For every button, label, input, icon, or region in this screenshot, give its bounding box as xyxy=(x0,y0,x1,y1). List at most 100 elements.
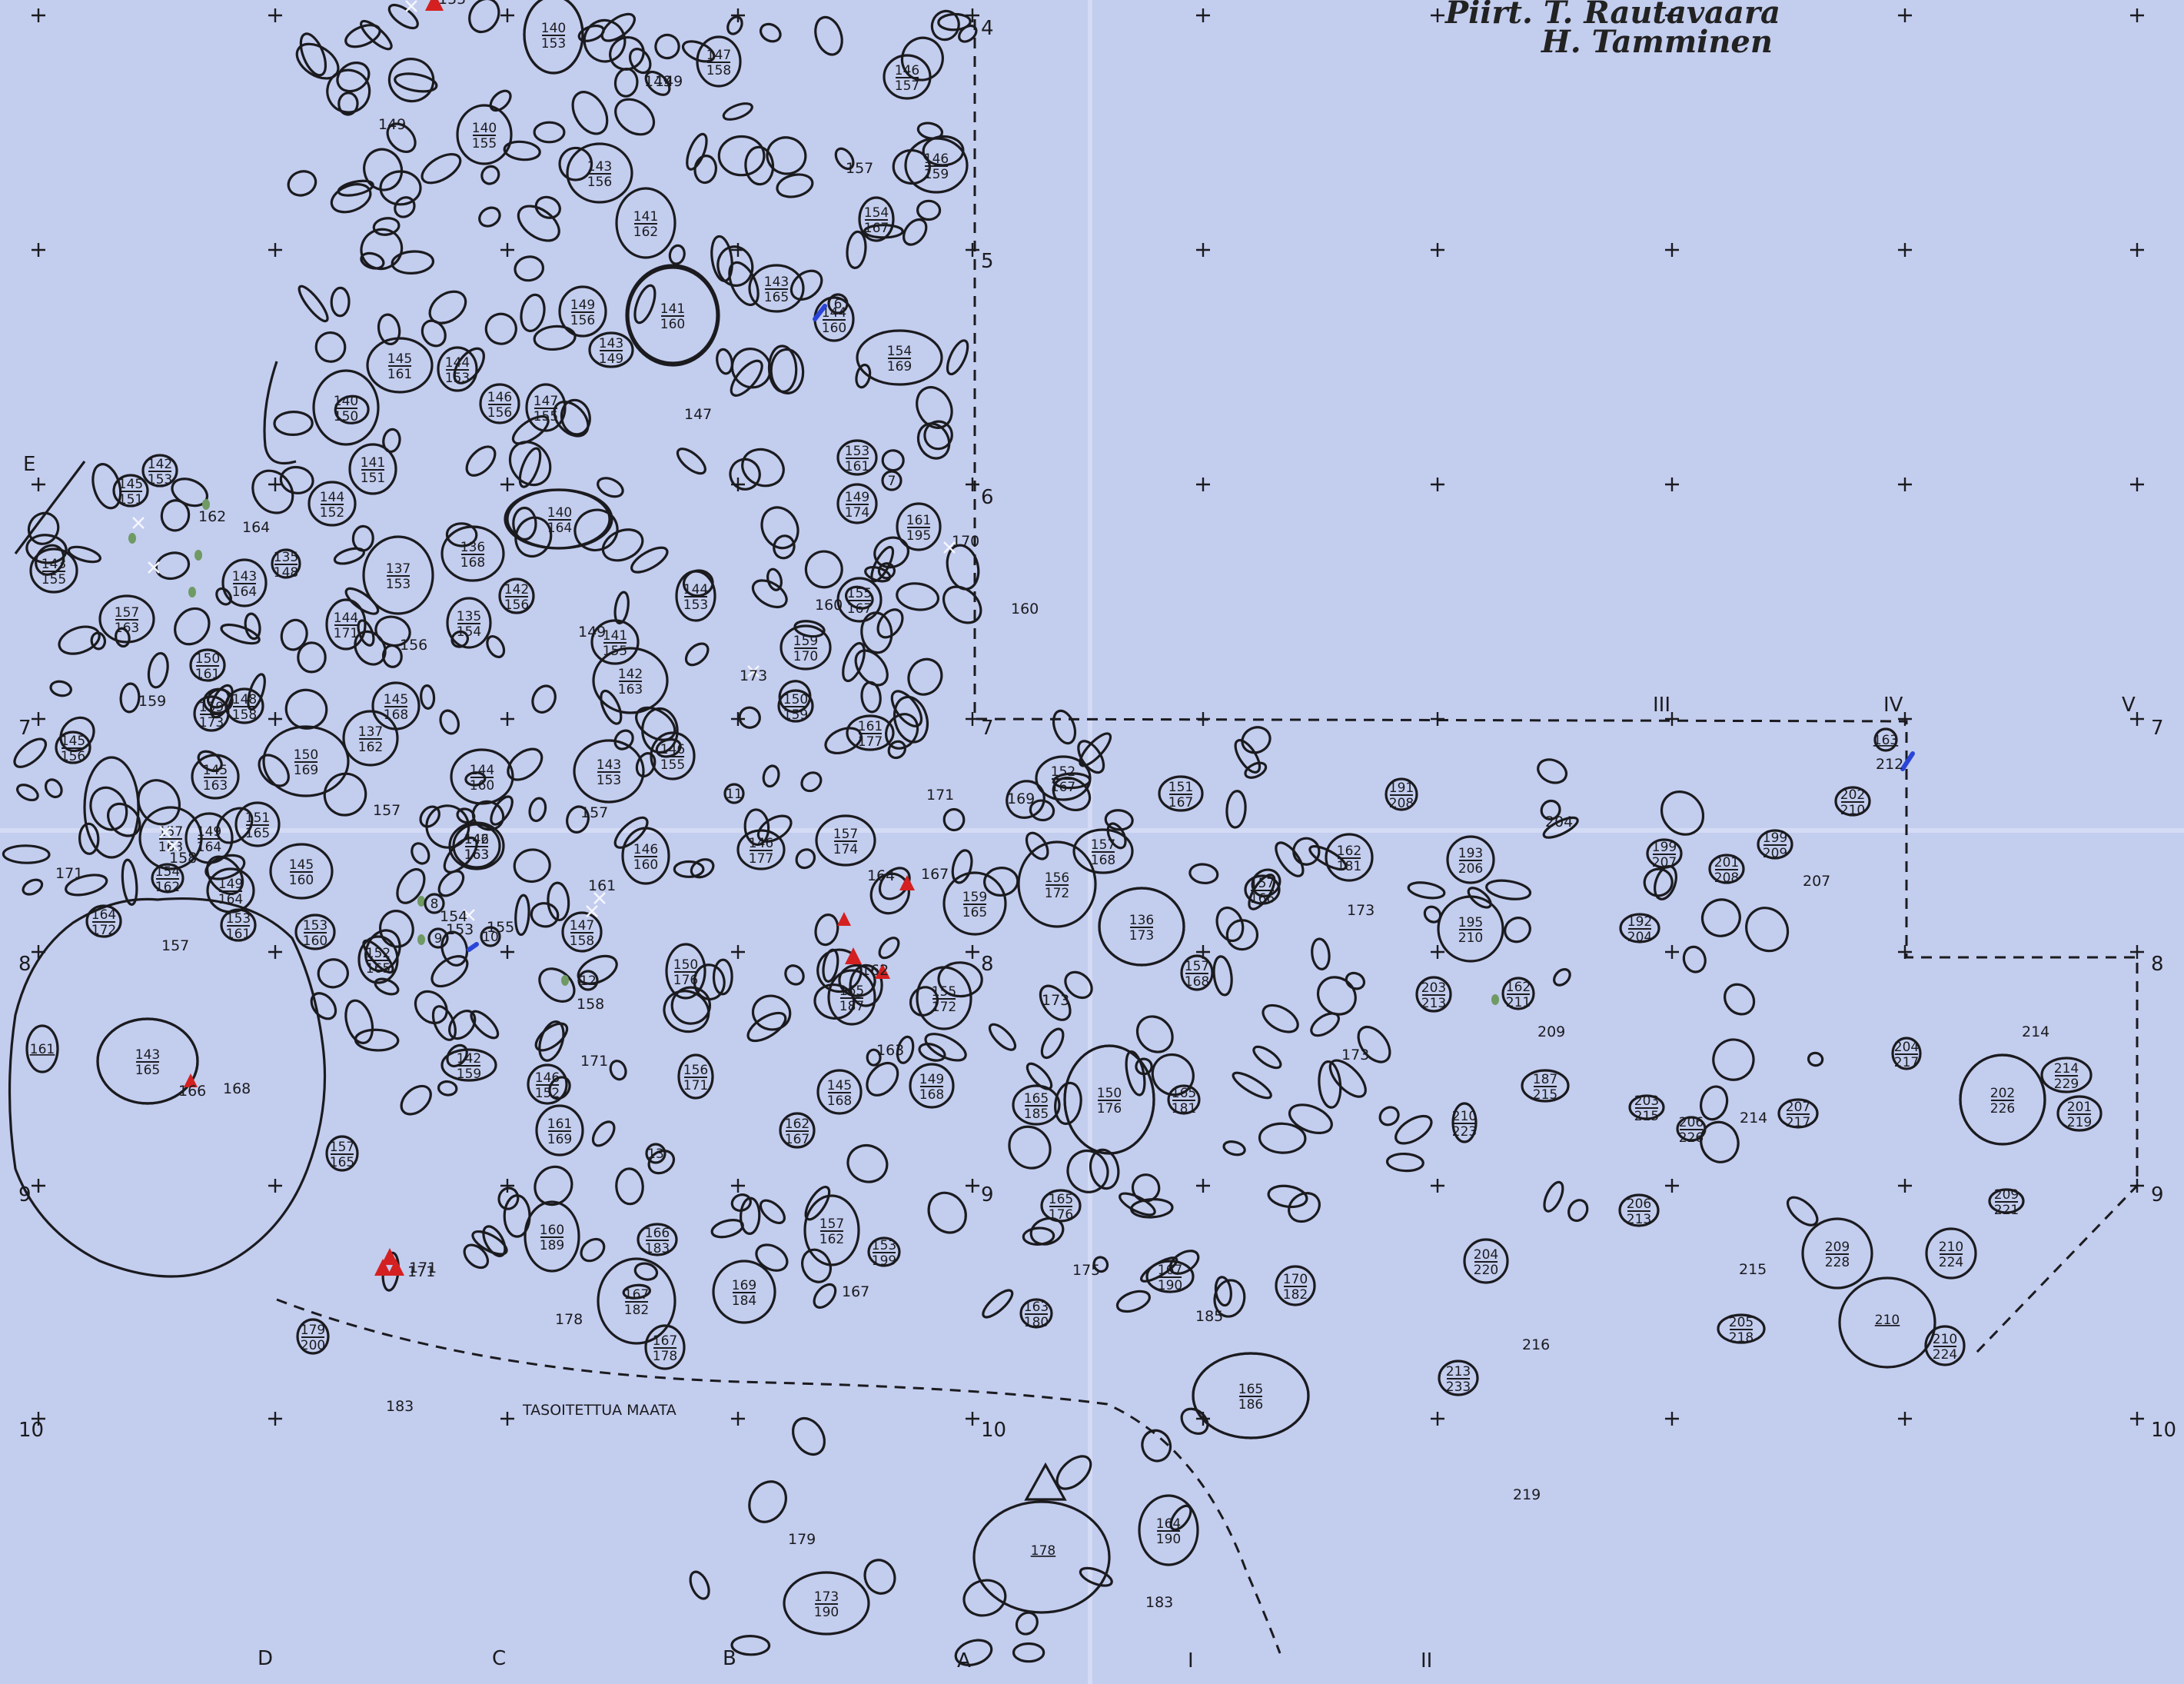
stone-outline xyxy=(262,725,350,797)
small-stone xyxy=(583,18,627,63)
stone-outline xyxy=(779,1112,816,1149)
stone-outline xyxy=(1012,1084,1061,1126)
stone-outline xyxy=(815,814,876,867)
stone-bottom-elevation: 165 xyxy=(135,1063,160,1078)
small-stone xyxy=(547,881,570,922)
stone-bottom-elevation: 210 xyxy=(1458,930,1483,946)
stone-outline xyxy=(221,558,268,607)
stone-top-elevation: 209 xyxy=(1994,1187,2019,1203)
small-stone xyxy=(838,963,876,997)
stone-bottom-elevation: 148 xyxy=(274,565,298,581)
small-stone xyxy=(748,1480,787,1523)
small-stone xyxy=(1308,845,1348,871)
grid-row-label: 8 xyxy=(981,953,994,976)
small-stone xyxy=(497,1186,520,1210)
small-stone xyxy=(314,331,347,363)
small-stone xyxy=(44,778,63,799)
small-stone xyxy=(855,363,872,389)
green-marker xyxy=(128,533,136,544)
green-marker xyxy=(1491,994,1499,1005)
stone-top-elevation: 147 xyxy=(570,918,594,934)
stone-outline xyxy=(942,871,1007,936)
small-stone xyxy=(801,1248,832,1283)
small-stone xyxy=(834,147,855,171)
small-stone xyxy=(1275,841,1305,877)
stone-top-elevation: 166 xyxy=(645,1226,670,1241)
small-stone xyxy=(690,858,715,879)
small-stone xyxy=(1168,1250,1200,1275)
small-stone xyxy=(471,800,505,831)
small-stone xyxy=(280,618,308,651)
small-stone xyxy=(866,1048,882,1067)
stone-top-elevation: 157 xyxy=(330,1140,354,1155)
small-stone xyxy=(962,1579,1007,1617)
small-stone xyxy=(1225,790,1247,829)
stone-bottom-elevation: 158 xyxy=(706,63,731,78)
stone-outline xyxy=(627,266,719,364)
stone-bottom-elevation: 153 xyxy=(597,773,621,788)
stone-bottom-elevation: 168 xyxy=(1185,974,1209,990)
stone-top-elevation: 213 xyxy=(1446,1364,1471,1379)
small-stone xyxy=(580,1237,606,1263)
small-stone xyxy=(468,0,500,34)
stone-outline xyxy=(1192,1352,1310,1439)
find-cross-marker xyxy=(943,541,956,554)
spot-elevation: 171 xyxy=(407,1263,435,1280)
stone-bottom-elevation: 153 xyxy=(386,577,411,592)
small-stone xyxy=(778,680,812,714)
red-triangle-marker xyxy=(381,1248,398,1265)
small-stone xyxy=(49,680,72,697)
grid-row-label: 8 xyxy=(18,953,32,976)
spot-elevation: 157 xyxy=(373,802,401,819)
small-stone xyxy=(730,1193,752,1212)
spot-elevation: 155 xyxy=(438,0,466,8)
small-stone xyxy=(893,695,929,744)
grid-row-label: 5 xyxy=(981,250,994,273)
stone-top-elevation: 146 xyxy=(487,390,512,405)
grid-row-label: 9 xyxy=(18,1183,32,1206)
stone-bottom-elevation: 224 xyxy=(1933,1347,1957,1363)
find-marker: 9 xyxy=(427,927,449,949)
stone-outline xyxy=(896,502,942,551)
spot-elevation: 160 xyxy=(1011,601,1039,617)
small-stone xyxy=(364,929,401,973)
stone-top-elevation: 195 xyxy=(1458,915,1483,930)
find-cross-marker xyxy=(167,840,179,852)
stone-bottom-elevation: 162 xyxy=(155,880,180,895)
small-stone xyxy=(744,145,775,186)
stone-outline xyxy=(1834,786,1871,817)
find-marker-circle xyxy=(827,293,849,315)
stone-top-elevation: 150 xyxy=(783,692,808,707)
small-stone xyxy=(609,36,645,71)
small-stone xyxy=(396,867,426,904)
stone-bottom-elevation: 190 xyxy=(1156,1532,1181,1547)
small-stone xyxy=(258,754,290,787)
stone-top-elevation: 145 xyxy=(387,351,412,367)
stone-outline xyxy=(296,1318,330,1355)
stone-outline xyxy=(112,474,149,508)
stone-top-elevation: 146 xyxy=(895,63,919,78)
stone-outline xyxy=(98,594,155,644)
small-stone xyxy=(1244,761,1268,779)
stone-outline xyxy=(644,1324,686,1370)
stone-top-elevation: 154 xyxy=(887,344,912,359)
stone-bottom-elevation: 169 xyxy=(887,359,912,374)
stone-top-elevation: 148 xyxy=(232,692,257,707)
small-stone xyxy=(59,716,95,753)
stone-top-elevation: 136 xyxy=(460,540,485,555)
spot-elevation: 154 xyxy=(440,908,467,925)
small-stone xyxy=(870,545,895,583)
stone-top-elevation: 143 xyxy=(597,757,621,773)
small-stone xyxy=(1248,874,1276,910)
